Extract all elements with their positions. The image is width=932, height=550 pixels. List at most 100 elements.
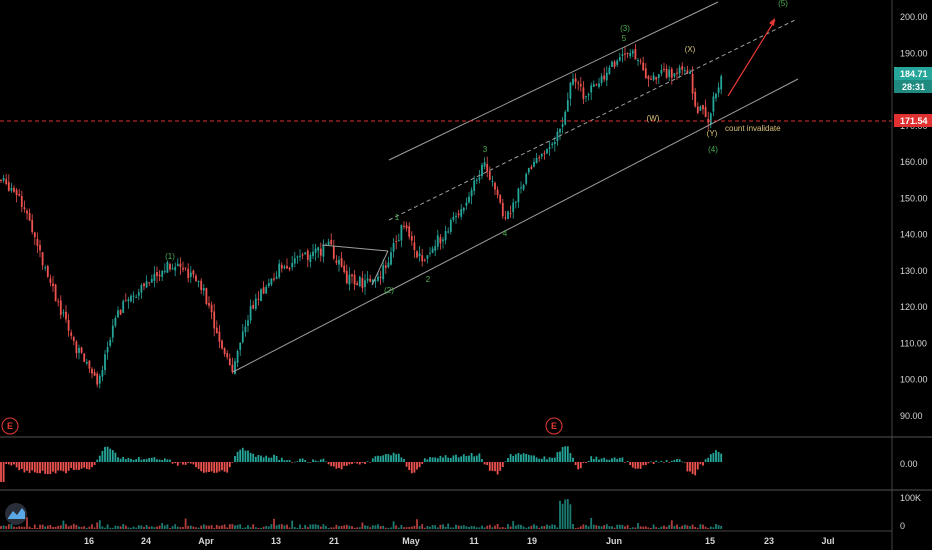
candle-body-234: [608, 67, 611, 74]
candle-body-223: [579, 84, 582, 87]
candle-body-78: [202, 288, 205, 291]
earnings-marker-2[interactable]: E: [545, 417, 563, 435]
volume-bar-209: [543, 526, 546, 529]
volume-bar-148: [384, 527, 387, 529]
oscillator-bar-32: [83, 462, 86, 468]
oscillator-bar-81: [210, 462, 213, 472]
volume-bar-52: [135, 527, 138, 529]
tradingview-logo-icon[interactable]: [5, 503, 27, 525]
volume-bar-7: [18, 526, 21, 529]
wave-label-(3): (3): [620, 24, 630, 33]
volume-bar-129: [335, 524, 338, 529]
oscillator-bar-97: [252, 453, 255, 462]
oscillator-bar-76: [197, 462, 200, 469]
volume-bar-83: [215, 524, 218, 529]
candle-body-90: [234, 361, 236, 374]
candle-body-205: [533, 161, 535, 167]
volume-bar-17: [44, 526, 47, 529]
oscillator-bar-142: [369, 462, 372, 463]
candle-body-264: [686, 70, 689, 74]
candle-body-80: [208, 303, 210, 306]
candle-body-211: [548, 147, 551, 149]
channel-mid-dashed-line[interactable]: [388, 19, 796, 221]
volume-bar-15: [39, 524, 41, 529]
oscillator-bar-116: [301, 458, 304, 462]
wave-label-(2): (2): [384, 286, 394, 295]
candle-body-214: [556, 131, 559, 142]
oscillator-bar-17: [44, 462, 47, 474]
oscillator-bar-191: [496, 462, 499, 475]
candle-body-262: [681, 66, 684, 70]
oscillator-bar-9: [23, 462, 26, 473]
candle-body-144: [374, 280, 377, 282]
volume-bar-69: [179, 527, 182, 529]
candle-body-248: [644, 68, 647, 79]
volume-bar-111: [288, 527, 291, 529]
volume-bar-150: [390, 527, 392, 529]
candle-body-108: [280, 264, 283, 269]
oscillator-bar-77: [200, 462, 203, 472]
oscillator-bar-8: [20, 462, 23, 469]
candle-body-23: [59, 300, 62, 315]
earnings-marker-1[interactable]: E: [1, 417, 19, 435]
oscillator-bar-205: [533, 455, 535, 462]
oscillator-bar-188: [488, 462, 491, 471]
candle-body-123: [319, 248, 322, 256]
triangle-bottom-line[interactable]: [371, 250, 389, 286]
volume-bar-34: [88, 526, 91, 529]
oscillator-bar-16: [41, 462, 44, 471]
volume-bar-182: [473, 526, 476, 529]
oscillator-bar-43: [111, 450, 114, 462]
volume-bar-158: [410, 526, 413, 529]
candle-body-57: [148, 282, 151, 284]
candle-body-86: [223, 348, 226, 355]
volume-bar-231: [600, 526, 603, 529]
candle-body-259: [673, 73, 676, 77]
volume-bar-264: [686, 525, 689, 529]
candle-body-37: [96, 373, 99, 385]
volume-bar-241: [626, 525, 629, 529]
volume-bar-63: [163, 525, 166, 529]
volume-bar-28: [72, 523, 75, 529]
volume-bar-10: [26, 517, 28, 529]
oscillator-bar-238: [618, 457, 621, 462]
volume-bar-170: [442, 524, 444, 529]
oscillator-bar-194: [504, 461, 507, 462]
oscillator-bar-144: [374, 456, 377, 462]
candle-body-273: [709, 113, 712, 125]
price-tick-11: 200.00: [900, 12, 928, 22]
volume-bar-265: [689, 526, 691, 529]
volume-bar-114: [296, 527, 299, 529]
volume-bar-131: [340, 526, 343, 529]
projection-arrow-line[interactable]: [727, 19, 776, 97]
wave-label-(Y): (Y): [707, 129, 718, 138]
oscillator-bar-220: [572, 457, 574, 462]
candle-body-181: [470, 190, 473, 197]
channel-lower-line[interactable]: [232, 78, 799, 373]
triangle-top-line[interactable]: [321, 244, 389, 252]
candle-body-103: [267, 283, 270, 286]
volume-bar-86: [223, 524, 226, 529]
volume-bar-120: [312, 524, 314, 529]
candle-body-165: [429, 252, 431, 254]
candle-body-161: [418, 253, 421, 257]
candle-body-187: [486, 164, 489, 172]
volume-bar-269: [699, 524, 702, 529]
oscillator-bar-192: [499, 462, 502, 471]
oscillator-bar-150: [390, 455, 392, 462]
oscillator-bar-207: [538, 458, 541, 462]
volume-bar-60: [156, 526, 158, 529]
oscillator-bar-66: [171, 462, 174, 464]
volume-bar-253: [657, 527, 660, 529]
oscillator-bar-123: [319, 459, 322, 462]
channel-upper-line[interactable]: [388, 1, 719, 161]
candle-body-105: [273, 278, 275, 280]
oscillator-bar-202: [525, 454, 528, 462]
volume-bar-193: [501, 527, 504, 529]
volume-bar-62: [161, 523, 164, 529]
oscillator-bar-137: [356, 462, 359, 464]
candle-body-113: [293, 258, 296, 264]
volume-bar-36: [93, 527, 96, 529]
oscillator-bar-190: [494, 462, 496, 472]
